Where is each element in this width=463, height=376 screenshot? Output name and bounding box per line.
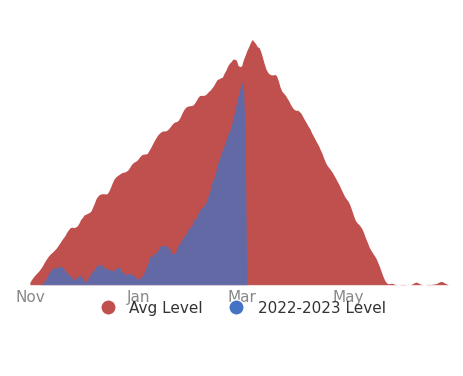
Legend: Avg Level, 2022-2023 Level: Avg Level, 2022-2023 Level (88, 296, 390, 320)
